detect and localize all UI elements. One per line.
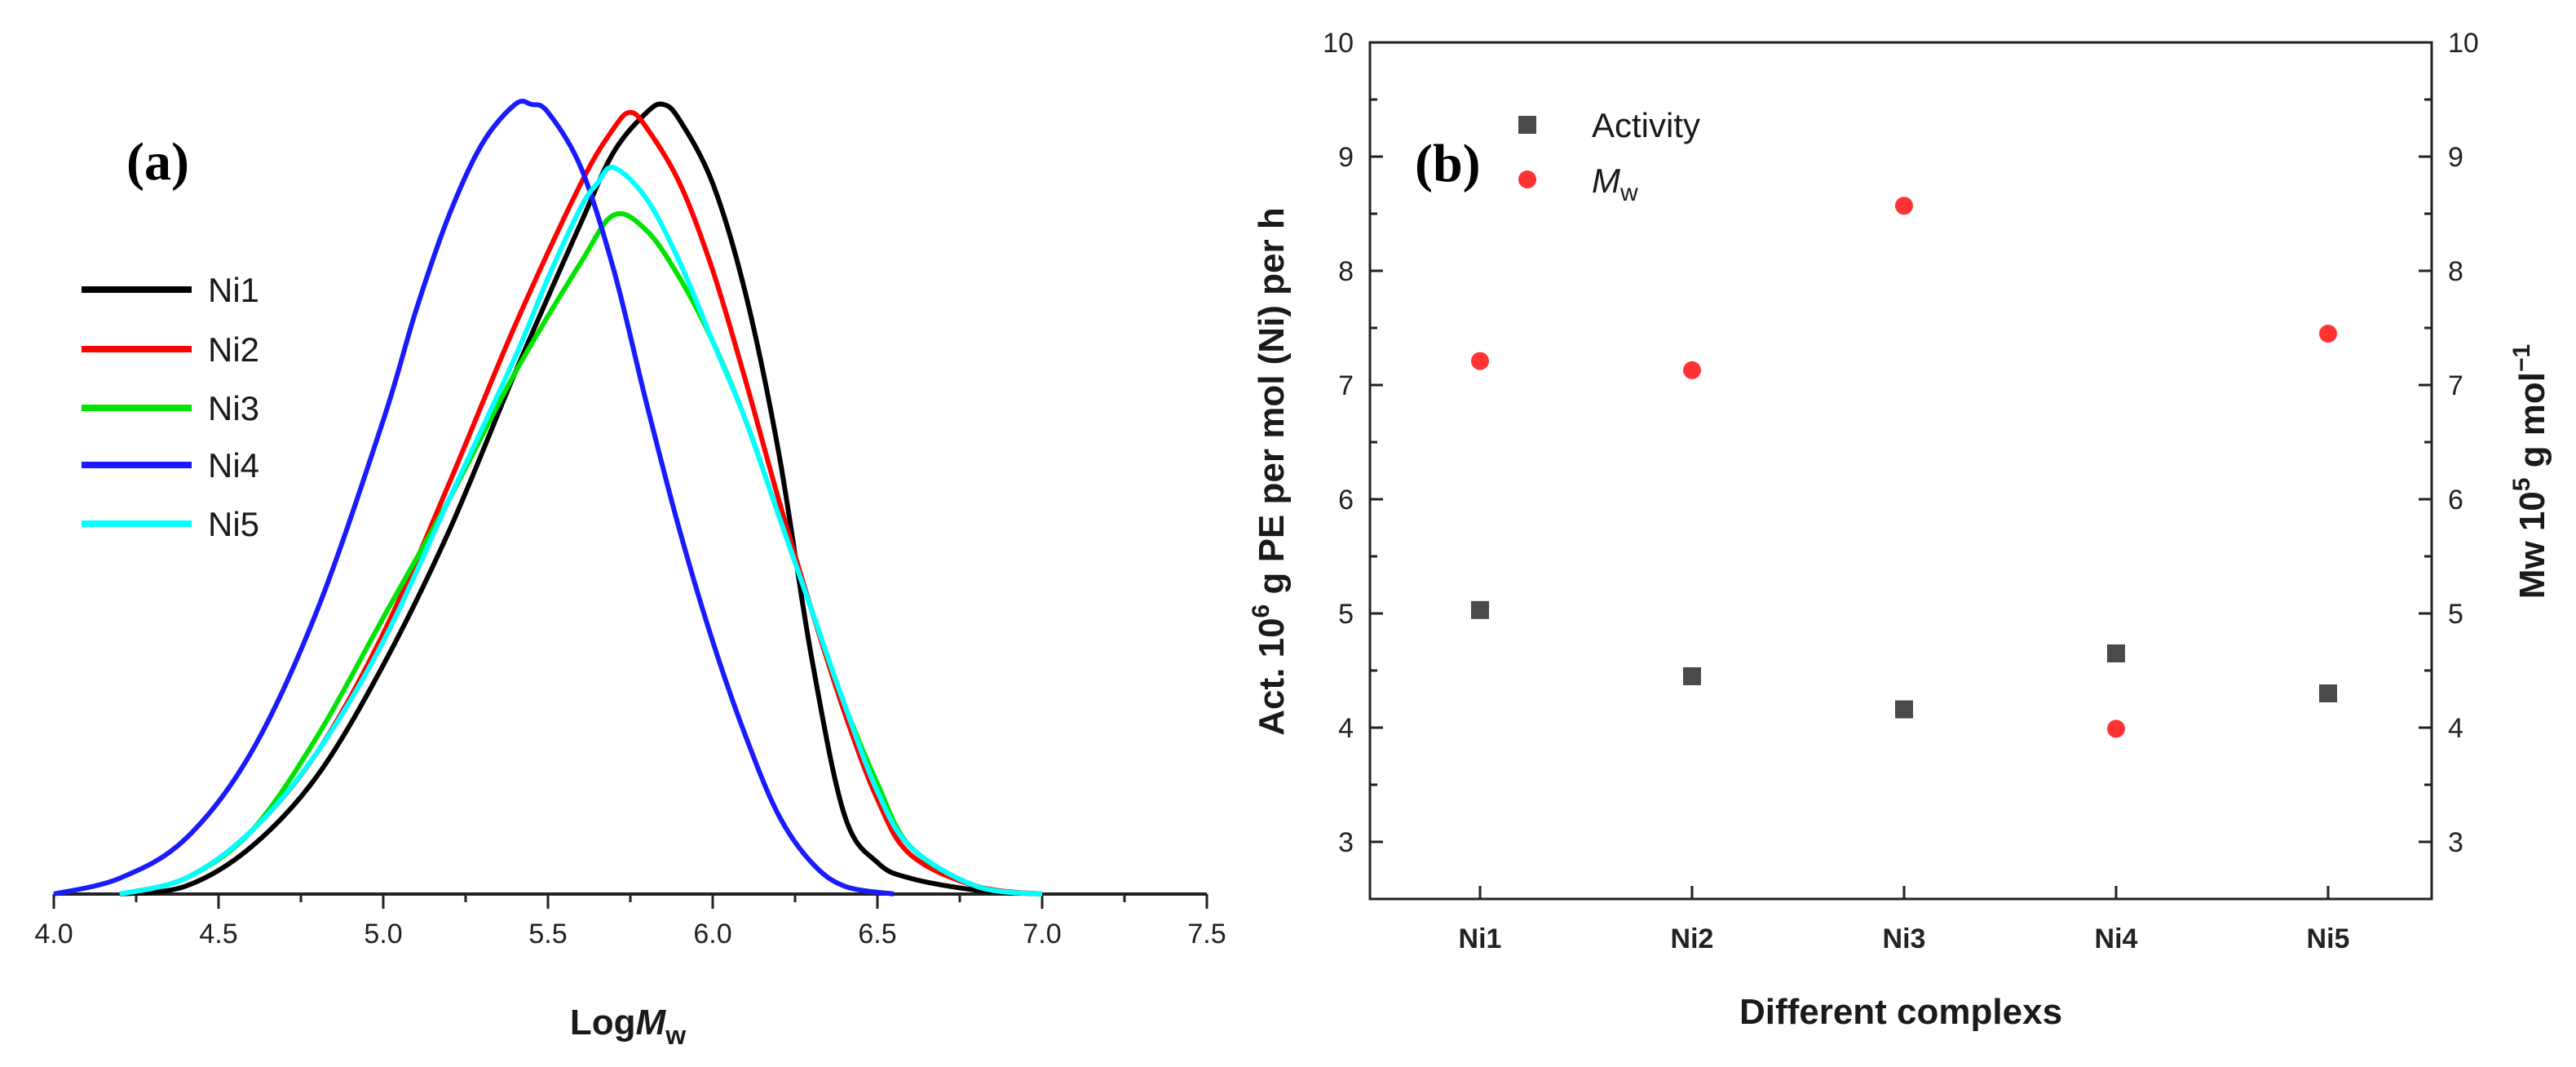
x-category-label: Ni1 <box>1459 923 1502 954</box>
legend-label-ni2: Ni2 <box>208 330 259 369</box>
curve-ni2 <box>119 109 1043 897</box>
right-y-title-a: Mw 10 <box>2512 491 2552 599</box>
legend-mw-sub: w <box>1619 179 1638 206</box>
right-y-title-b: g mol <box>2512 372 2552 478</box>
right-y-tick-label: 10 <box>2448 28 2479 59</box>
panel-b: 3 3 4 4 5 5 6 6 7 7 8 8 9 9 10 10 Ni1 Ni2 Ni3 Ni4 Ni5 (b) Ac… <box>1248 28 2552 1032</box>
right-y-tick-label: 5 <box>2448 599 2463 630</box>
panel-a-legend: Ni1 Ni2 Ni3 Ni4 Ni5 <box>82 271 259 543</box>
mw-point <box>2319 325 2337 343</box>
left-y-tick-label: 8 <box>1338 256 1354 287</box>
curve-ni1 <box>119 101 1043 897</box>
panel-a-x-title: LogMw <box>570 1003 686 1050</box>
panel-b-points <box>1471 197 2337 738</box>
x-title-italic: M <box>636 1003 667 1043</box>
panel-a-label: (a) <box>126 132 189 192</box>
x-tick-label: 6.0 <box>693 919 731 950</box>
x-tick-label: 7.5 <box>1187 919 1226 950</box>
right-y-tick-label: 7 <box>2448 370 2463 401</box>
legend-label-ni3: Ni3 <box>208 389 259 427</box>
left-y-title-b: g PE per mol (Ni) per h <box>1252 207 1292 604</box>
panel-b-left-y-title: Act. 106 g PE per mol (Ni) per h <box>1248 207 1292 735</box>
panel-a-curves <box>53 99 1043 897</box>
panel-b-legend: Activity Mw <box>1518 106 1700 206</box>
left-y-tick-label: 4 <box>1338 713 1354 744</box>
activity-point <box>1471 600 1489 619</box>
mw-point <box>2107 719 2125 738</box>
activity-point <box>2319 684 2337 702</box>
left-y-title-sup: 6 <box>1248 604 1275 618</box>
legend-label-ni5: Ni5 <box>208 505 259 543</box>
right-y-title-sup2: −1 <box>2508 344 2535 372</box>
panel-b-label: (b) <box>1415 134 1481 193</box>
legend-mw-main: M <box>1592 162 1620 200</box>
curve-ni4 <box>53 99 895 897</box>
right-y-tick-label: 8 <box>2448 256 2463 287</box>
left-y-tick-label: 6 <box>1338 485 1354 516</box>
left-y-tick-label: 7 <box>1338 370 1354 401</box>
legend-marker-mw <box>1518 170 1536 188</box>
panel-a-x-ticks: 4.0 4.5 5.0 5.5 6.0 6.5 7.0 7.5 <box>34 894 1226 950</box>
legend-marker-activity <box>1518 116 1536 134</box>
left-y-tick-label: 10 <box>1323 28 1354 59</box>
x-category-label: Ni3 <box>1883 923 1926 954</box>
x-title-main: Log <box>570 1003 636 1043</box>
x-category-label: Ni5 <box>2307 923 2350 954</box>
x-category-label: Ni4 <box>2095 923 2138 954</box>
left-y-tick-label: 5 <box>1338 599 1354 630</box>
activity-point <box>1683 667 1701 685</box>
right-y-tick-label: 6 <box>2448 485 2463 516</box>
mw-point <box>1471 352 1489 370</box>
legend-label-mw: Mw <box>1592 162 1638 206</box>
panel-b-frame <box>1368 41 2433 901</box>
mw-point <box>1683 361 1701 379</box>
activity-point <box>2107 644 2125 662</box>
curve-ni3 <box>119 210 1043 897</box>
panel-a: 4.0 4.5 5.0 5.5 6.0 6.5 7.0 7.5 (a) Ni1 Ni2 Ni3… <box>34 99 1226 1050</box>
x-category-label: Ni2 <box>1671 923 1714 954</box>
x-tick-label: 7.0 <box>1023 919 1061 950</box>
mw-point <box>1895 197 1913 215</box>
legend-label-ni1: Ni1 <box>208 271 259 309</box>
panel-b-ticks: 3 3 4 4 5 5 6 6 7 7 8 8 9 9 10 10 Ni1 Ni2 Ni3 Ni4 Ni5 <box>1323 28 2479 954</box>
panel-b-x-title: Different complexs <box>1739 992 2062 1032</box>
legend-label-ni4: Ni4 <box>208 446 259 485</box>
x-tick-label: 5.5 <box>528 919 567 950</box>
left-y-title-a: Act. 10 <box>1252 618 1292 735</box>
curve-ni5 <box>119 165 1043 897</box>
panel-b-right-y-title: Mw 105 g mol−1 <box>2508 344 2552 600</box>
x-tick-label: 4.5 <box>199 919 237 950</box>
right-y-tick-label: 9 <box>2448 142 2463 173</box>
left-y-tick-label: 3 <box>1338 827 1354 858</box>
activity-point <box>1895 700 1913 719</box>
x-tick-label: 4.0 <box>34 919 73 950</box>
legend-label-activity: Activity <box>1592 106 1700 144</box>
left-y-tick-label: 9 <box>1338 142 1354 173</box>
right-y-tick-label: 3 <box>2448 827 2463 858</box>
x-title-sub: w <box>665 1021 686 1050</box>
x-tick-label: 5.0 <box>364 919 402 950</box>
right-y-title-sup: 5 <box>2508 478 2535 492</box>
right-y-tick-label: 4 <box>2448 713 2463 744</box>
x-tick-label: 6.5 <box>858 919 896 950</box>
